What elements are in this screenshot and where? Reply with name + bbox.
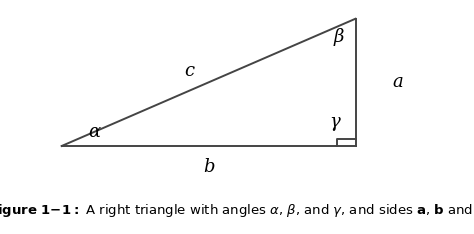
Text: a: a [393, 73, 403, 91]
Text: α: α [89, 123, 101, 141]
Text: $\bf{Figure\ 1\!-\!1:}$ A right triangle with angles $\bf{\it{\alpha}}$, $\bf{\i: $\bf{Figure\ 1\!-\!1:}$ A right triangle… [0, 202, 474, 219]
Text: β: β [334, 29, 344, 46]
Text: b: b [203, 158, 214, 176]
Text: c: c [184, 62, 195, 80]
Text: γ: γ [329, 113, 339, 131]
